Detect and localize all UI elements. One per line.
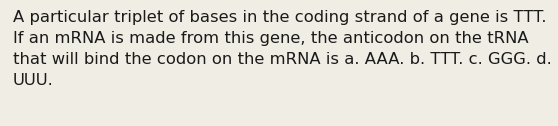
Text: A particular triplet of bases in the coding strand of a gene is TTT.
If an mRNA : A particular triplet of bases in the cod…: [13, 10, 552, 88]
